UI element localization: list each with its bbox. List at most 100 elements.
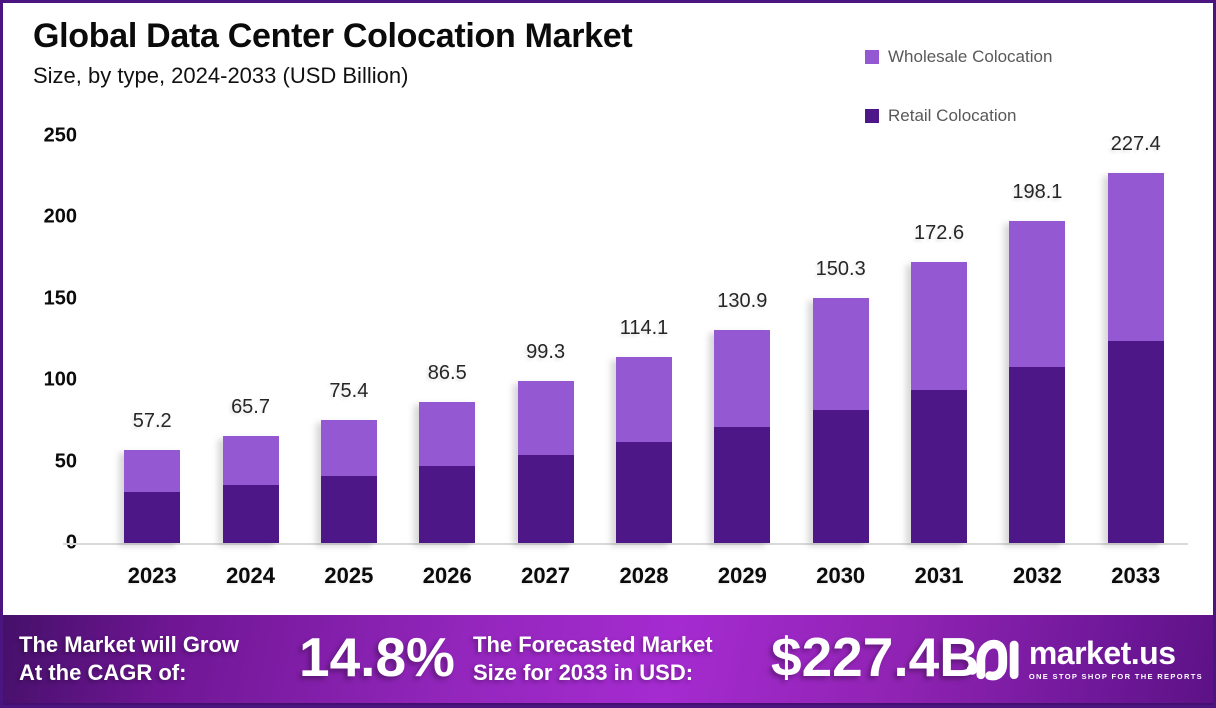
cagr-value: 14.8% <box>299 626 455 688</box>
bar-2028 <box>615 357 672 543</box>
forecast-label-line2: Size for 2033 in USD: <box>473 659 694 685</box>
x-axis-label-2028: 2028 <box>619 563 669 588</box>
forecast-label: The Forecasted Market Size for 2033 in U… <box>473 631 713 687</box>
bar-2032 <box>1009 220 1066 543</box>
bar-2033 <box>1107 172 1164 543</box>
bar-total-label-2025: 75.4 <box>329 380 369 403</box>
marketus-logo-icon <box>966 639 1019 681</box>
bar-group-2032: 198.1 <box>988 181 1086 543</box>
bar-total-label-2030: 150.3 <box>815 258 866 281</box>
bar-2031-wholesale-segment <box>911 262 968 390</box>
bar-group-2031: 172.6 <box>890 222 988 543</box>
bar-group-2023: 57.2 <box>103 410 201 543</box>
bar-2027-wholesale-segment <box>517 381 574 456</box>
y-tick-150: 150 <box>43 287 77 310</box>
x-axis-labels: 2023 2024 2025 2026 2027 2028 2029 2030 2031 2032… <box>103 563 1185 589</box>
bar-2024-retail-segment <box>222 484 279 543</box>
brand-name: market.us <box>1028 635 1176 671</box>
bar-total-label-2033: 227.4 <box>1110 132 1161 155</box>
x-axis-label-2029: 2029 <box>717 563 767 588</box>
bar-2030 <box>812 298 869 543</box>
wholesale-swatch-icon <box>865 50 879 64</box>
bar-group-2025: 75.4 <box>300 380 398 543</box>
forecast-value: $227.4B <box>771 626 979 688</box>
legend-item-wholesale: Wholesale Colocation <box>865 47 1052 67</box>
bar-total-label-2031: 172.6 <box>914 222 965 245</box>
bar-2026-retail-segment <box>419 466 476 543</box>
bar-2027-retail-segment <box>517 455 574 543</box>
bar-group-2028: 114.1 <box>595 317 693 543</box>
retail-swatch-icon <box>865 109 879 123</box>
y-axis: 0 50 100 150 200 250 <box>21 125 77 554</box>
bar-2031 <box>911 262 968 543</box>
forecast-label-line1: The Forecasted Market <box>473 632 713 657</box>
bar-2029-wholesale-segment <box>714 329 771 428</box>
cagr-label-line2: At the CAGR of: <box>19 659 187 685</box>
x-axis-label-2031: 2031 <box>914 563 964 588</box>
bottom-strip <box>3 703 1213 705</box>
chart-legend: Wholesale Colocation Retail Colocation <box>865 47 1052 126</box>
bar-2030-retail-segment <box>812 409 869 543</box>
brand-text: market.us ONE STOP SHOP FOR THE REPORTS <box>1029 637 1203 681</box>
x-axis-label-2024: 2024 <box>226 563 276 588</box>
brand: market.us ONE STOP SHOP FOR THE REPORTS <box>966 632 1203 686</box>
y-tick-50: 50 <box>54 450 77 473</box>
bar-2024 <box>222 436 279 543</box>
bar-2027 <box>517 381 574 543</box>
bar-2023 <box>124 449 181 543</box>
x-axis-label-2030: 2030 <box>816 563 866 588</box>
bar-2026 <box>419 402 476 543</box>
bar-2025-retail-segment <box>320 476 377 543</box>
page-title: Global Data Center Colocation Market <box>33 17 633 55</box>
bar-2026-wholesale-segment <box>419 402 476 467</box>
x-axis-label-2023: 2023 <box>127 563 177 588</box>
bar-2028-retail-segment <box>615 441 672 543</box>
bar-total-label-2029: 130.9 <box>717 289 768 312</box>
x-axis-label-2032: 2032 <box>1012 563 1062 588</box>
legend-item-retail: Retail Colocation <box>865 106 1052 126</box>
bar-group-2024: 65.7 <box>201 396 299 543</box>
bar-2029-retail-segment <box>714 427 771 543</box>
bar-total-label-2028: 114.1 <box>619 317 669 340</box>
bar-group-2027: 99.3 <box>496 341 594 543</box>
bar-2033-retail-segment <box>1107 341 1164 543</box>
plot-area: 57.2 65.7 75.4 86.5 99.3 114.1 130.9 150.3 172.6… <box>103 123 1185 543</box>
brand-tagline: ONE STOP SHOP FOR THE REPORTS <box>1028 672 1203 681</box>
y-tick-0: 0 <box>21 532 77 555</box>
bar-2023-retail-segment <box>124 492 181 543</box>
bar-total-label-2027: 99.3 <box>526 341 566 364</box>
bar-2033-wholesale-segment <box>1107 172 1164 342</box>
x-axis-label-2025: 2025 <box>324 563 374 588</box>
bar-2029 <box>714 329 771 543</box>
bar-2030-wholesale-segment <box>812 298 869 410</box>
x-axis-line <box>63 543 1188 545</box>
bar-2025 <box>320 420 377 543</box>
page-subtitle: Size, by type, 2024-2033 (USD Billion) <box>33 63 409 88</box>
bar-group-2033: 227.4 <box>1087 133 1185 543</box>
bar-total-label-2024: 65.7 <box>231 396 270 419</box>
bar-2025-wholesale-segment <box>320 420 377 477</box>
bar-group-2026: 86.5 <box>398 362 496 543</box>
x-axis-label-2026: 2026 <box>422 563 472 588</box>
bar-group-2029: 130.9 <box>693 290 791 543</box>
bar-group-2030: 150.3 <box>792 258 890 543</box>
legend-label: Wholesale Colocation <box>888 47 1053 66</box>
bar-2031-retail-segment <box>911 389 968 543</box>
bar-total-label-2026: 86.5 <box>427 362 467 385</box>
y-tick-100: 100 <box>43 368 77 391</box>
bar-2028-wholesale-segment <box>615 357 672 442</box>
footer-banner: The Market will Grow At the CAGR of: 14.… <box>3 615 1213 703</box>
bar-total-label-2023: 57.2 <box>132 409 172 432</box>
bar-2032-retail-segment <box>1009 367 1066 543</box>
bar-2032-wholesale-segment <box>1009 220 1066 368</box>
x-axis-label-2033: 2033 <box>1111 563 1161 588</box>
cagr-label: The Market will Grow At the CAGR of: <box>19 631 239 687</box>
y-tick-200: 200 <box>43 205 77 228</box>
bar-2024-wholesale-segment <box>222 436 279 485</box>
cagr-label-line1: The Market will Grow <box>19 632 240 657</box>
y-tick-250: 250 <box>43 124 77 147</box>
legend-label: Retail Colocation <box>888 106 1017 125</box>
bar-2023-wholesale-segment <box>124 449 181 493</box>
x-axis-label-2027: 2027 <box>521 563 571 588</box>
